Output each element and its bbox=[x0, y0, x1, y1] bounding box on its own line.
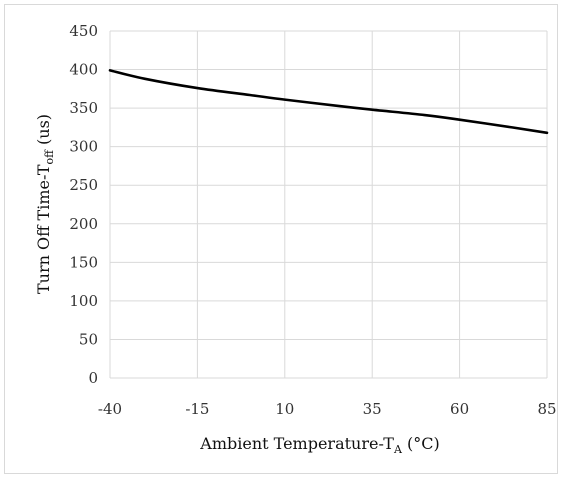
y-tick-label: 50 bbox=[79, 330, 98, 348]
y-axis-title: Turn Off Time-Toff (us) bbox=[34, 114, 56, 294]
y-tick-label: 350 bbox=[69, 99, 98, 117]
y-axis-title-unit: (us) bbox=[34, 114, 53, 150]
series-line bbox=[108, 69, 549, 135]
x-tick-label: 60 bbox=[450, 400, 469, 418]
y-tick-label: 100 bbox=[69, 292, 98, 310]
y-tick-labels: 0 50 100 150 200 250 300 350 400 450 bbox=[69, 22, 98, 387]
x-tick-label: 10 bbox=[275, 400, 294, 418]
y-tick-label: 450 bbox=[69, 22, 98, 40]
y-axis-title-text: Turn Off Time-T bbox=[34, 164, 53, 294]
chart-frame bbox=[4, 4, 558, 474]
y-tick-label: 0 bbox=[88, 369, 98, 387]
series-group bbox=[108, 69, 549, 135]
x-axis-title-unit: (°C) bbox=[402, 434, 440, 453]
x-tick-label: -40 bbox=[98, 400, 122, 418]
grid bbox=[109, 30, 548, 379]
y-tick-label: 200 bbox=[69, 215, 98, 233]
y-axis-title-subscript: off bbox=[43, 149, 56, 165]
y-tick-label: 150 bbox=[69, 253, 98, 271]
x-axis-title-text: Ambient Temperature-T bbox=[199, 434, 394, 453]
y-tick-label: 250 bbox=[69, 176, 98, 194]
x-tick-label: 35 bbox=[363, 400, 382, 418]
x-tick-label: -15 bbox=[185, 400, 209, 418]
x-tick-labels: -40 -15 10 35 60 85 bbox=[98, 400, 557, 418]
y-tick-label: 400 bbox=[69, 61, 98, 79]
x-axis-title: Ambient Temperature-TA (°C) bbox=[199, 434, 439, 456]
y-tick-label: 300 bbox=[69, 138, 98, 156]
x-axis-title-subscript: A bbox=[393, 443, 403, 456]
x-tick-label: 85 bbox=[537, 400, 556, 418]
